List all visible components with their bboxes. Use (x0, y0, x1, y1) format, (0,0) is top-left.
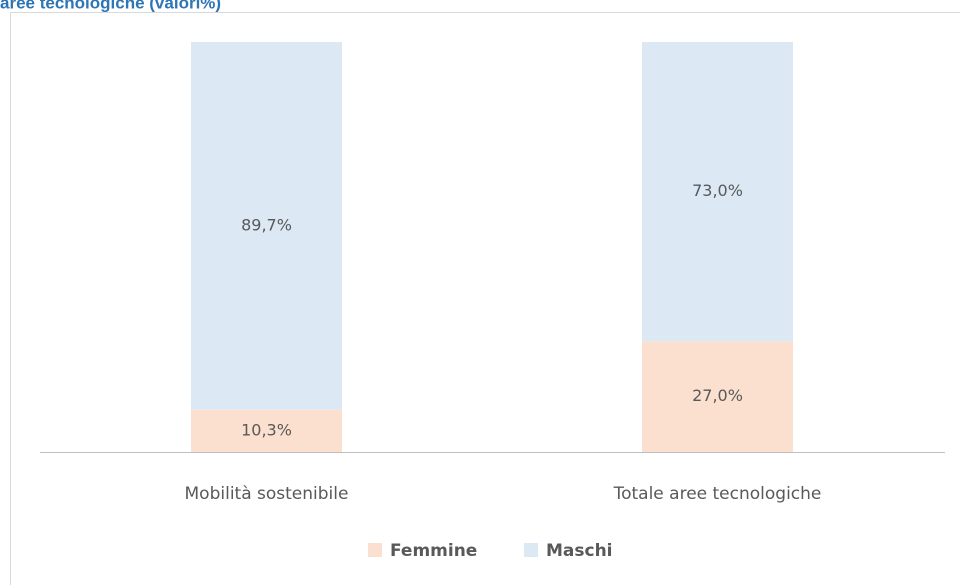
bar-segment (642, 42, 793, 342)
data-label: 89,7% (241, 215, 292, 234)
data-label: 27,0% (692, 386, 743, 405)
bar-segment (191, 409, 342, 452)
bar-segment (191, 42, 342, 410)
data-label: 10,3% (241, 420, 292, 439)
chart-title: aree tecnologiche (valori%) (0, 0, 221, 12)
chart-frame (10, 12, 960, 585)
legend-label: Maschi (546, 541, 613, 561)
legend-label: Femmine (390, 541, 477, 561)
x-tick-label: Totale aree tecnologiche (613, 484, 822, 504)
bar-segment (642, 341, 793, 452)
legend-swatch (524, 543, 538, 557)
data-label: 73,0% (692, 181, 743, 200)
x-tick-label: Mobilità sostenibile (185, 484, 349, 504)
legend-swatch (368, 543, 382, 557)
